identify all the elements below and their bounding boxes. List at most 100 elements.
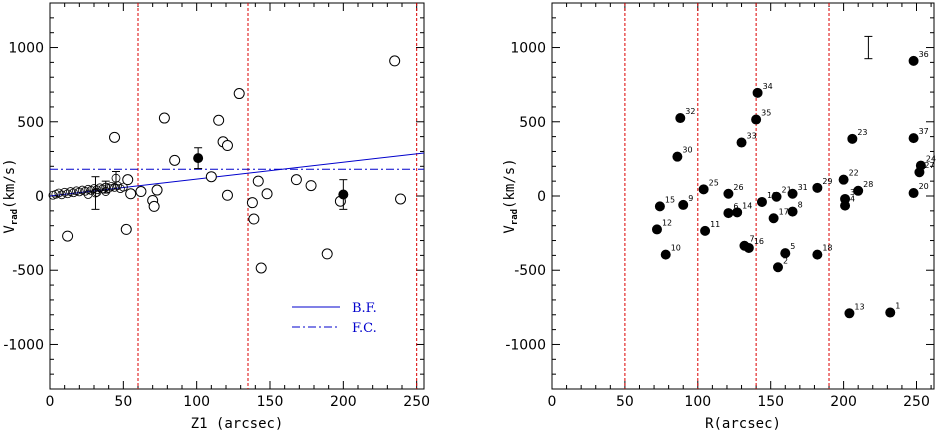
left-y-axis-title: Vrad(km/s): [2, 158, 20, 233]
galaxy-label-37: 37: [919, 127, 929, 136]
galaxy-point-17: [768, 213, 779, 224]
open-point: [248, 213, 260, 225]
open-point: [62, 230, 74, 242]
open-point: [151, 184, 163, 196]
open-point: [125, 188, 137, 200]
galaxy-label-36: 36: [919, 50, 929, 59]
galaxy-point-8: [787, 206, 798, 217]
open-point: [158, 112, 170, 124]
right-y-tick-label: -500: [514, 263, 546, 279]
galaxy-point-32: [675, 113, 686, 124]
left-x-tick-label: 150: [257, 394, 284, 410]
galaxy-label-23: 23: [857, 128, 867, 137]
galaxy-label-18: 18: [822, 244, 832, 253]
open-point-dense: [92, 187, 102, 197]
open-point-dense: [118, 182, 128, 192]
galaxy-point-4: [840, 200, 851, 211]
left-y-axis-main: V: [2, 225, 18, 234]
galaxy-point-11: [700, 225, 711, 236]
right-ticks: 0 50 100 150 200 250 -1000 -500 0 500 1000: [505, 3, 934, 410]
right-x-tick-label: 150: [757, 394, 784, 410]
right-x-tick-label: 200: [830, 394, 857, 410]
galaxy-point-15: [654, 201, 665, 212]
galaxy-point-1: [885, 307, 896, 318]
right-y-axis-rest: (km/s): [502, 158, 518, 209]
galaxy-label-6: 6: [733, 202, 738, 211]
galaxy-point-29: [812, 182, 823, 193]
right-y-axis-title: Vrad(km/s): [502, 158, 520, 233]
galaxy-label-30: 30: [682, 146, 692, 155]
left-y-tick-label: -1000: [3, 337, 44, 353]
galaxy-label-22: 22: [849, 169, 859, 178]
left-data-points: [48, 55, 407, 274]
open-point: [120, 223, 132, 235]
legend-label-fc: F.C.: [352, 321, 377, 336]
right-y-tick-label: 500: [519, 115, 546, 131]
galaxy-label-24: 24: [926, 155, 936, 164]
open-point: [205, 171, 217, 183]
galaxy-point-21: [771, 191, 782, 202]
galaxy-point-10: [660, 249, 671, 260]
galaxy-point-22: [838, 174, 849, 185]
left-legend: B.F. F.C.: [292, 301, 377, 336]
galaxy-label-13: 13: [854, 302, 864, 311]
galaxy-point-28: [853, 185, 864, 196]
galaxy-label-17: 17: [779, 207, 789, 216]
open-point: [233, 88, 245, 100]
galaxy-point-13: [844, 308, 855, 319]
open-point-with-error: [101, 182, 111, 192]
right-y-axis-main: V: [502, 225, 518, 234]
open-point: [148, 200, 160, 212]
right-y-tick-label: 0: [537, 189, 546, 205]
open-point: [255, 262, 267, 274]
galaxy-label-10: 10: [671, 244, 681, 253]
left-x-axis-title: Z1 (arcsec): [191, 416, 284, 432]
open-point: [169, 154, 181, 166]
open-point: [305, 180, 317, 192]
open-point-with-error: [91, 188, 100, 198]
galaxy-label-3: 3: [850, 188, 855, 197]
open-point: [135, 186, 147, 198]
galaxy-point-31: [787, 188, 798, 199]
galaxy-point-35: [751, 114, 762, 125]
galaxy-point-2: [772, 262, 783, 273]
open-point-dense: [110, 182, 119, 192]
right-y-axis-sub: rad: [510, 209, 520, 225]
right-data-points: 1234567891011121314151617181920212223242…: [651, 50, 936, 319]
open-point-dense: [63, 189, 72, 199]
open-point: [321, 248, 333, 260]
open-point: [290, 174, 302, 186]
galaxy-label-8: 8: [798, 201, 803, 210]
galaxy-point-23: [847, 133, 858, 144]
right-x-tick-label: 0: [548, 394, 557, 410]
left-y-tick-label: 0: [35, 189, 44, 205]
galaxy-point-12: [651, 224, 662, 235]
galaxy-label-35: 35: [761, 109, 771, 118]
galaxy-point-27: [914, 167, 925, 178]
galaxy-point-9: [678, 199, 689, 210]
galaxy-point-25: [698, 184, 709, 195]
right-plot-frame: [551, 2, 935, 390]
open-point: [122, 174, 134, 186]
galaxy-label-16: 16: [754, 237, 764, 246]
right-x-tick-label: 50: [616, 394, 634, 410]
galaxy-label-2: 2: [783, 256, 788, 265]
left-y-tick-label: -500: [12, 263, 44, 279]
galaxy-point-5: [780, 248, 791, 259]
galaxy-label-28: 28: [863, 180, 873, 189]
right-x-axis-title: R(arcsec): [705, 416, 781, 432]
right-x-tick-label: 250: [903, 394, 930, 410]
galaxy-label-21: 21: [782, 186, 792, 195]
left-x-tick-label: 200: [330, 394, 357, 410]
galaxy-label-9: 9: [688, 194, 693, 203]
right-x-tick-label: 100: [684, 394, 711, 410]
galaxy-point-34: [752, 87, 763, 98]
open-point-with-error: [111, 173, 121, 183]
galaxy-label-4: 4: [850, 195, 855, 204]
left-ticks: 0 50 100 150 200 250 -1000 -500 0 500 1000: [3, 3, 430, 410]
galaxy-point-30: [672, 151, 683, 162]
left-x-tick-label: 0: [46, 394, 55, 410]
open-point: [221, 189, 233, 201]
legend-label-bf: B.F.: [352, 301, 377, 316]
